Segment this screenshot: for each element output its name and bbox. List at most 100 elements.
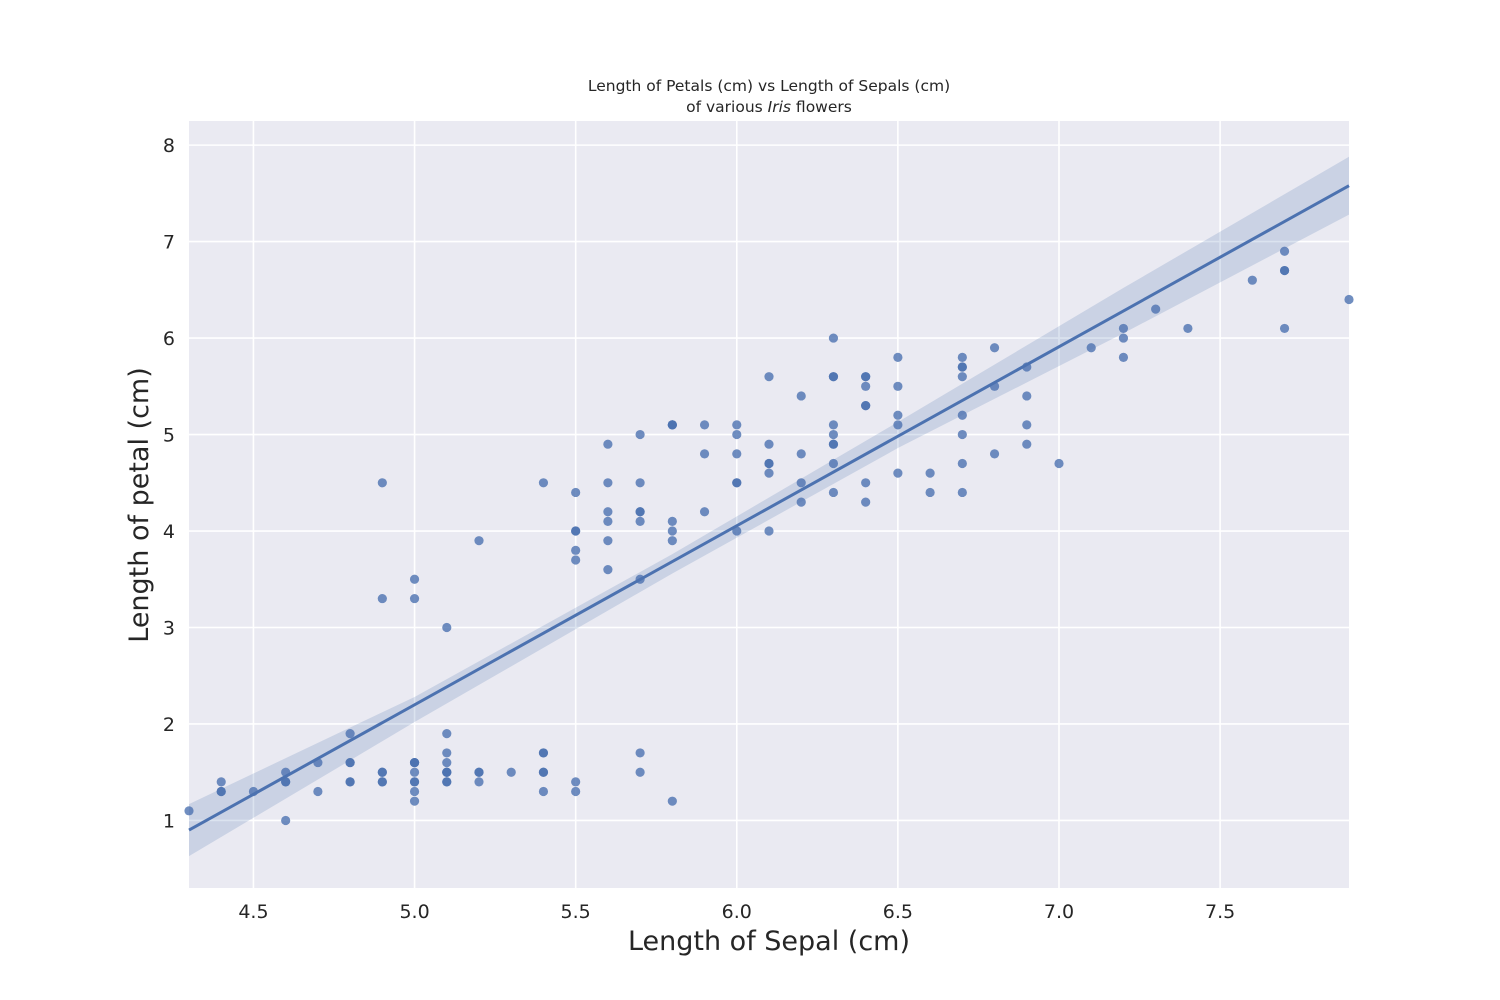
data-point: [1247, 275, 1257, 285]
data-point: [216, 777, 226, 787]
data-point: [699, 449, 710, 459]
data-point: [603, 516, 613, 526]
data-point: [538, 786, 549, 797]
data-point: [699, 507, 710, 517]
y-tick-label: 6: [163, 328, 175, 350]
data-point: [796, 497, 806, 507]
data-point: [635, 478, 645, 488]
data-point: [732, 478, 742, 488]
data-point: [925, 468, 935, 478]
data-point: [732, 429, 742, 440]
data-point: [1118, 333, 1129, 343]
data-point: [1022, 420, 1032, 430]
data-point: [603, 565, 613, 575]
data-point: [828, 487, 839, 498]
data-point: [667, 796, 677, 806]
data-point: [828, 420, 839, 430]
data-point: [957, 362, 967, 372]
data-point: [409, 574, 420, 584]
data-point: [989, 449, 1000, 459]
data-point: [442, 767, 452, 777]
data-point: [861, 372, 871, 382]
data-point: [377, 777, 387, 787]
data-point: [861, 497, 871, 507]
data-point: [861, 401, 871, 411]
data-point: [667, 536, 677, 546]
x-tick-label: 6.0: [722, 901, 752, 923]
data-point: [409, 796, 420, 806]
data-point: [345, 729, 355, 739]
data-point: [893, 468, 903, 478]
data-point: [571, 545, 581, 555]
data-point: [442, 748, 452, 758]
data-point: [571, 786, 581, 797]
data-point: [957, 458, 967, 469]
x-tick-label: 4.5: [238, 901, 268, 923]
data-point: [732, 420, 742, 430]
data-point: [313, 786, 323, 797]
data-point: [635, 516, 645, 526]
data-point: [957, 352, 967, 362]
data-point: [506, 767, 516, 777]
plot-area: [189, 121, 1349, 888]
data-point: [667, 516, 677, 526]
data-point: [635, 748, 645, 758]
data-point: [1279, 246, 1290, 256]
data-point: [667, 420, 677, 430]
data-point: [603, 439, 613, 449]
data-point: [345, 757, 355, 768]
data-point: [442, 622, 452, 633]
data-point: [1344, 294, 1354, 305]
data-point: [1022, 439, 1032, 449]
x-tick-label: 6.5: [883, 901, 913, 923]
data-point: [603, 478, 613, 488]
data-point: [377, 593, 387, 604]
chart-title-line-2: of various Iris flowers: [686, 98, 852, 116]
data-point: [667, 526, 677, 536]
data-point: [571, 777, 581, 787]
x-axis-label: Length of Sepal (cm): [628, 926, 910, 957]
data-point: [893, 410, 903, 420]
data-point: [377, 478, 387, 488]
data-point: [635, 767, 645, 777]
data-point: [571, 526, 581, 536]
data-point: [409, 777, 420, 787]
data-point: [345, 777, 355, 787]
data-point: [764, 372, 774, 382]
data-point: [409, 757, 420, 768]
data-point: [1118, 352, 1129, 362]
data-point: [409, 593, 420, 604]
data-point: [893, 381, 903, 391]
data-point: [409, 786, 420, 797]
chart-title-prefix: of various: [686, 98, 768, 116]
data-point: [957, 372, 967, 382]
y-tick-label: 4: [163, 521, 175, 543]
data-point: [893, 352, 903, 362]
data-point: [828, 372, 839, 382]
data-point: [1183, 323, 1193, 334]
data-point: [957, 410, 967, 420]
data-point: [764, 439, 774, 449]
data-point: [828, 333, 839, 343]
data-point: [764, 468, 774, 478]
data-point: [957, 487, 967, 498]
data-point: [1118, 323, 1129, 334]
data-point: [571, 487, 581, 498]
chart-title-suffix: flowers: [791, 98, 852, 116]
data-point: [538, 478, 549, 488]
x-tick-label: 5.5: [561, 901, 591, 923]
y-tick-label: 3: [163, 618, 175, 640]
data-point: [1054, 458, 1064, 469]
data-point: [281, 777, 291, 787]
data-point: [796, 391, 806, 401]
data-point: [764, 458, 774, 469]
data-point: [635, 429, 645, 440]
data-point: [828, 429, 839, 440]
y-tick-label: 2: [163, 714, 175, 736]
x-tick-label: 5.0: [399, 901, 429, 923]
data-point: [764, 526, 774, 536]
data-point: [184, 806, 194, 816]
data-point: [699, 420, 710, 430]
data-point: [1022, 391, 1032, 401]
chart-title-line-1: Length of Petals (cm) vs Length of Sepal…: [588, 77, 950, 95]
